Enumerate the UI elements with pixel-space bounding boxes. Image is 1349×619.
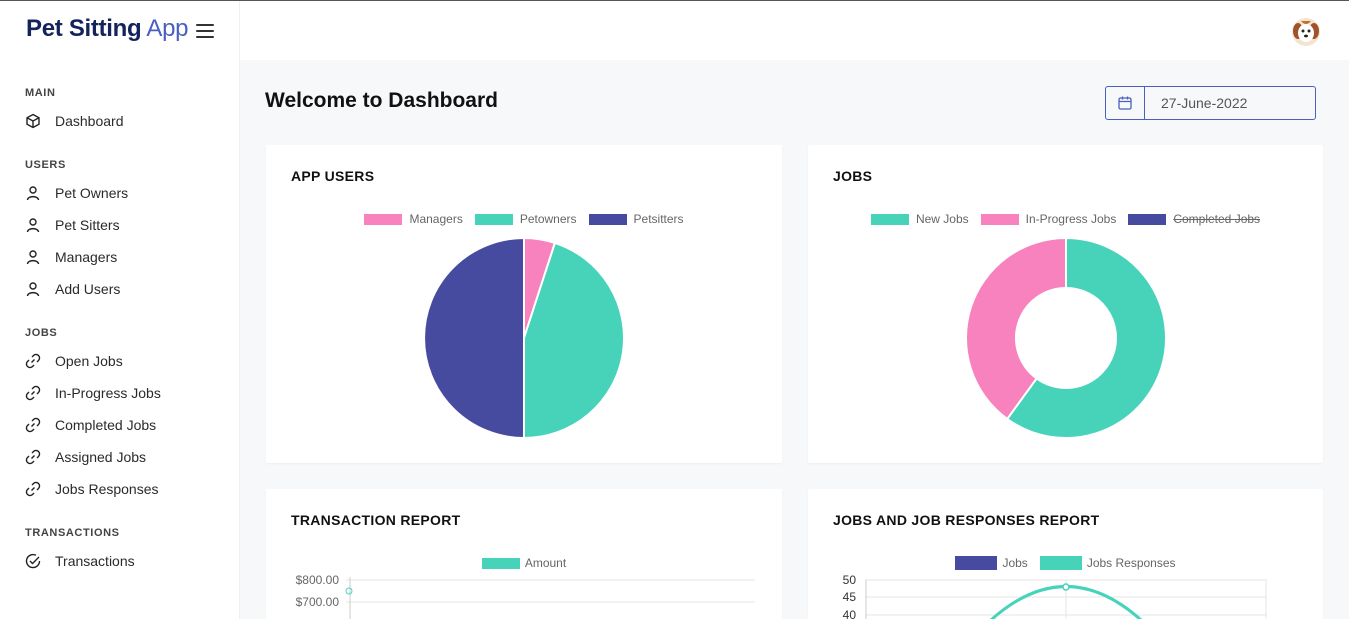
jobs-report-card: JOBS AND JOB RESPONSES REPORT Jobs Jobs …: [808, 489, 1323, 619]
transaction-report-card: TRANSACTION REPORT Amount $800.00 $700.0…: [266, 489, 782, 619]
sidebar-item-label: In-Progress Jobs: [55, 385, 161, 401]
chart-legend: New Jobs In-Progress Jobs Completed Jobs: [808, 212, 1323, 226]
legend-label: New Jobs: [915, 212, 969, 226]
y-tick-label: $800.00: [296, 573, 340, 587]
sidebar: MAIN Dashboard USERS Pet Owners Pet Sitt…: [0, 60, 240, 619]
data-point: [1062, 583, 1070, 591]
legend-item-completed-jobs[interactable]: Completed Jobs: [1128, 212, 1260, 226]
sidebar-item-label: Transactions: [55, 553, 135, 569]
link-icon: [25, 449, 41, 465]
user-icon: [26, 250, 40, 265]
sidebar-item-pet-sitters[interactable]: Pet Sitters: [25, 214, 120, 236]
sidebar-section-users: USERS: [25, 159, 66, 171]
legend-item-new-jobs[interactable]: New Jobs: [870, 212, 969, 226]
date-picker[interactable]: [1105, 86, 1316, 120]
chart-legend: Managers Petowners Petsitters: [266, 212, 782, 226]
sidebar-item-completed-jobs[interactable]: Completed Jobs: [25, 414, 156, 436]
calendar-icon[interactable]: [1106, 87, 1145, 119]
sidebar-item-dashboard[interactable]: Dashboard: [25, 110, 124, 132]
check-circle-icon: [25, 553, 41, 569]
y-tick-label: $700.00: [296, 595, 340, 609]
sidebar-item-label: Managers: [55, 249, 118, 265]
sidebar-item-managers[interactable]: Managers: [25, 246, 117, 268]
legend-item-petsitters[interactable]: Petsitters: [588, 212, 684, 226]
sidebar-section-main: MAIN: [25, 87, 56, 99]
card-title: JOBS: [833, 168, 873, 184]
legend-label: Completed Jobs: [1173, 212, 1261, 226]
legend-item-in-progress-jobs[interactable]: In-Progress Jobs: [980, 212, 1117, 226]
sidebar-item-label: Open Jobs: [55, 353, 123, 369]
legend-label: Petsitters: [633, 212, 684, 226]
link-icon: [25, 385, 41, 401]
data-point: [345, 587, 353, 595]
y-tick-label: 50: [843, 573, 857, 587]
legend-label: Managers: [409, 212, 463, 226]
legend-item-managers[interactable]: Managers: [364, 212, 463, 226]
pie-slice-petsitters[interactable]: [423, 236, 525, 440]
jobs-line-chart: 50 45 40: [843, 573, 1267, 619]
card-title: TRANSACTION REPORT: [291, 512, 461, 528]
sidebar-item-label: Pet Sitters: [55, 217, 120, 233]
date-input[interactable]: [1145, 87, 1315, 119]
brand-bold: Pet Sitting: [26, 15, 142, 42]
legend-item-petowners[interactable]: Petowners: [474, 212, 577, 226]
pie-slice-in-progress-jobs[interactable]: [965, 236, 1067, 421]
y-tick-label: 40: [843, 608, 857, 619]
link-icon: [25, 417, 41, 433]
legend-item-jobs-responses[interactable]: Jobs Responses: [1039, 556, 1176, 570]
sidebar-section-transactions: TRANSACTIONS: [25, 527, 120, 539]
sidebar-item-open-jobs[interactable]: Open Jobs: [25, 350, 123, 372]
jobs-card: JOBS New Jobs In-Progress Jobs Completed…: [808, 145, 1323, 463]
sidebar-item-jobs-responses[interactable]: Jobs Responses: [25, 478, 159, 500]
legend-label: Jobs Responses: [1086, 556, 1176, 570]
sidebar-item-label: Completed Jobs: [55, 417, 157, 433]
legend-label: Amount: [524, 556, 567, 570]
y-tick-label: 45: [843, 590, 857, 604]
legend-item-amount[interactable]: Amount: [481, 556, 567, 570]
legend-label: Petowners: [519, 212, 577, 226]
legend-label: Jobs: [1002, 556, 1028, 570]
sidebar-item-label: Jobs Responses: [55, 481, 159, 497]
main-content: Welcome to Dashboard APP USERS Managers …: [240, 60, 1349, 619]
brand-area: Pet Sitting App: [0, 1, 240, 61]
legend-item-jobs[interactable]: Jobs: [955, 556, 1028, 570]
user-icon: [26, 186, 40, 201]
brand-light: App: [141, 15, 189, 42]
user-icon: [26, 282, 40, 297]
jobs-doughnut-chart: [965, 236, 1167, 439]
top-bar: Pet Sitting App: [0, 0, 1349, 61]
card-title: APP USERS: [291, 168, 375, 184]
user-icon: [26, 218, 40, 233]
sidebar-item-label: Assigned Jobs: [55, 449, 147, 465]
cube-icon: [26, 113, 40, 129]
user-avatar[interactable]: [1291, 17, 1321, 47]
sidebar-item-transactions[interactable]: Transactions: [25, 550, 135, 572]
page-title: Welcome to Dashboard: [265, 89, 498, 112]
transaction-line-chart: $800.00 $700.00: [296, 573, 755, 619]
menu-toggle-icon[interactable]: [196, 24, 214, 38]
legend-label: In-Progress Jobs: [1025, 212, 1117, 226]
sidebar-section-jobs: JOBS: [25, 327, 58, 339]
card-title: JOBS AND JOB RESPONSES REPORT: [833, 512, 1100, 528]
app-logo[interactable]: Pet Sitting App: [26, 15, 189, 43]
sidebar-item-label: Dashboard: [55, 113, 124, 129]
sidebar-item-assigned-jobs[interactable]: Assigned Jobs: [25, 446, 146, 468]
sidebar-item-add-users[interactable]: Add Users: [25, 278, 120, 300]
sidebar-item-label: Pet Owners: [55, 185, 129, 201]
pie-slice-petowners[interactable]: [523, 241, 625, 440]
app-users-pie-chart: [423, 236, 625, 440]
link-icon: [25, 353, 41, 369]
sidebar-item-in-progress-jobs[interactable]: In-Progress Jobs: [25, 382, 161, 404]
app-users-card: APP USERS Managers Petowners Petsitters: [266, 145, 782, 463]
link-icon: [25, 481, 41, 497]
sidebar-item-label: Add Users: [55, 281, 121, 297]
chart-legend: Amount: [266, 556, 782, 570]
chart-legend: Jobs Jobs Responses: [808, 556, 1323, 570]
pie-slice-new-jobs[interactable]: [1005, 236, 1167, 439]
sidebar-item-pet-owners[interactable]: Pet Owners: [25, 182, 128, 204]
